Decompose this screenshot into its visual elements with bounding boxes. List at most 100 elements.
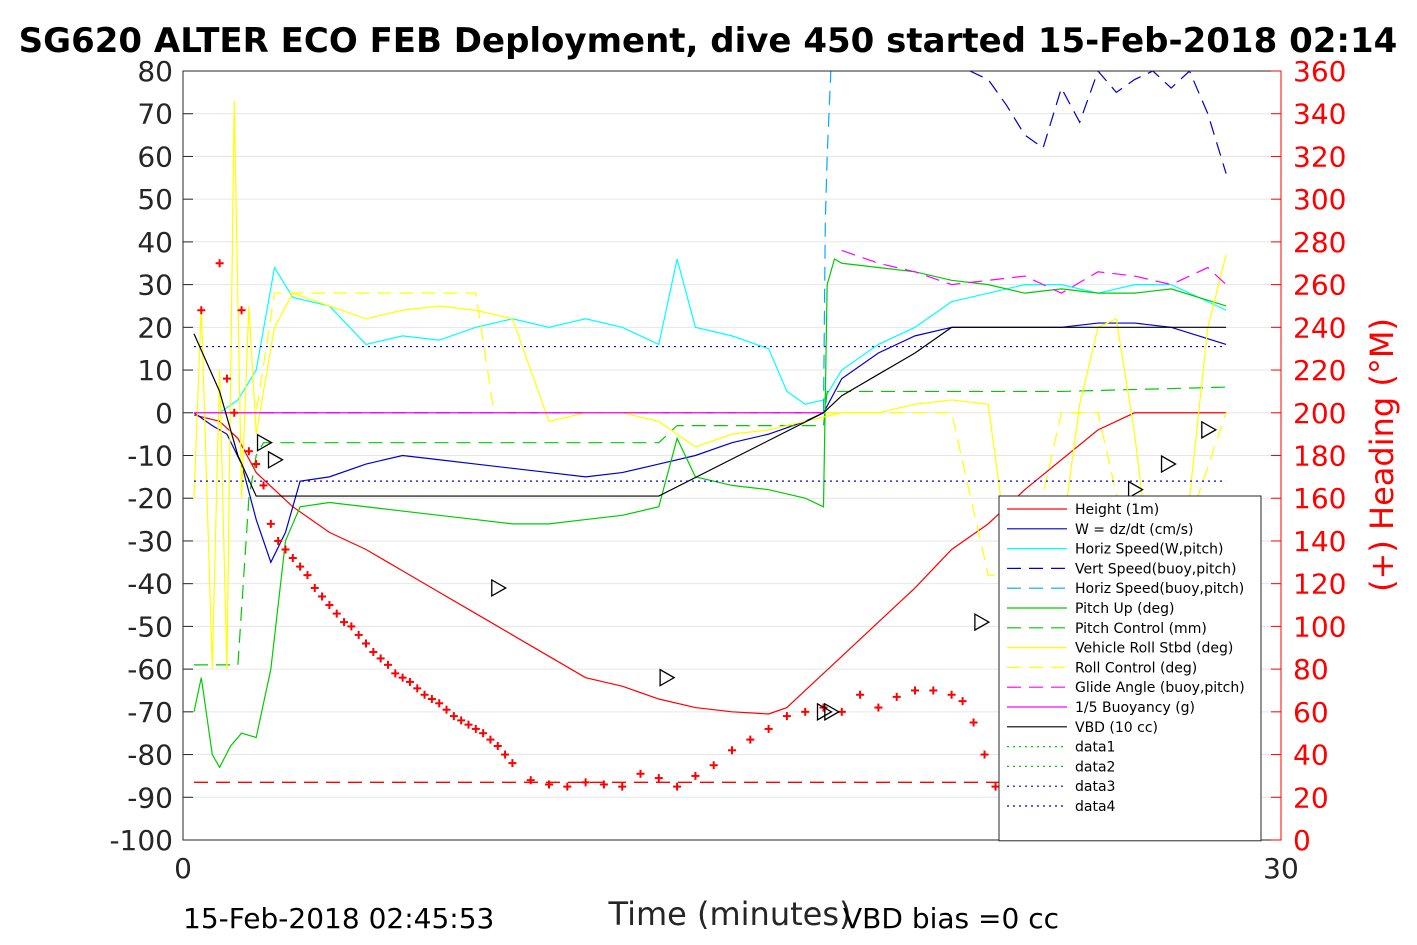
y2-tick-label: 140: [1293, 525, 1346, 558]
heading-point: [599, 780, 608, 789]
heading-point: [354, 630, 363, 639]
legend-box: [998, 495, 1262, 842]
heading-point: [618, 782, 627, 791]
depth-marker: [824, 702, 841, 721]
heading-point: [980, 750, 989, 759]
y2-tick-label: 300: [1293, 183, 1346, 216]
heading-point: [545, 780, 553, 789]
y-tick-label: -10: [127, 440, 173, 473]
legend-label: Pitch Up (deg): [1075, 601, 1174, 617]
heading-point: [252, 460, 261, 469]
heading-point: [325, 601, 334, 610]
depth-marker: [491, 578, 508, 598]
heading-point: [230, 408, 239, 417]
chart-title: SG620 ALTER ECO FEB Deployment, dive 450…: [19, 21, 1398, 61]
legend-label: Vehicle Roll Stbd (deg): [1075, 641, 1233, 657]
series-height-1m: [193, 412, 1227, 715]
y-tick-label: -60: [127, 653, 173, 686]
y-tick-label: -50: [127, 610, 173, 643]
y2-tick-label: 100: [1293, 610, 1346, 643]
y-tick-label: -30: [127, 525, 173, 558]
y2-tick-label: 20: [1293, 781, 1329, 814]
legend-label: VBD (10 cc): [1075, 720, 1158, 736]
legend-label: Height (1m): [1075, 502, 1159, 518]
heading-point: [340, 618, 349, 627]
heading-point: [563, 782, 572, 791]
depth-marker: [1201, 420, 1218, 439]
y2-tick-label: 80: [1293, 653, 1329, 686]
legend-label: data3: [1075, 779, 1115, 795]
y2-tick-label: 0: [1293, 824, 1311, 857]
heading-point: [420, 690, 429, 699]
heading-point: [654, 774, 663, 783]
heading-point: [266, 519, 275, 528]
heading-point: [405, 677, 414, 686]
depth-marker: [1127, 480, 1144, 499]
heading-point: [874, 703, 883, 712]
heading-point: [222, 374, 231, 383]
y2-tick-label: 200: [1293, 397, 1346, 430]
heading-point: [369, 648, 378, 657]
legend-label: Roll Control (deg): [1075, 660, 1197, 676]
x-axis-label: Time (minutes): [608, 895, 852, 933]
heading-point: [801, 707, 810, 716]
legend-label: data2: [1075, 759, 1115, 775]
heading-point: [215, 259, 224, 268]
legend-label: W = dz/dt (cm/s): [1075, 522, 1194, 538]
heading-point: [911, 686, 919, 695]
legend-label: Pitch Control (mm): [1075, 621, 1207, 637]
heading-point: [347, 622, 356, 631]
heading-point: [237, 306, 246, 315]
legend-label: Glide Angle (buoy,pitch): [1075, 680, 1245, 696]
heading-point: [376, 654, 385, 663]
y-tick-label: 60: [137, 140, 173, 173]
legend-label: Horiz Speed(buoy,pitch): [1075, 581, 1244, 597]
heading-point: [259, 481, 268, 490]
heading-point: [782, 712, 791, 721]
heading-point: [673, 782, 682, 791]
axes-frame: [182, 70, 1282, 841]
legend-label: 1/5 Buoyancy (g): [1075, 700, 1195, 716]
heading-point: [764, 724, 773, 733]
heading-point: [274, 536, 283, 545]
heading-point: [197, 306, 206, 315]
heading-point: [493, 742, 502, 751]
heading-point: [581, 778, 590, 787]
heading-point: [383, 660, 392, 669]
depth-marker: [256, 433, 273, 452]
legend-label: data4: [1075, 799, 1116, 815]
y2-tick-label: 360: [1293, 55, 1346, 88]
heading-point: [969, 718, 978, 727]
legend: Height (1m) W = dz/dt (cm/s) Horiz Speed(W…: [998, 495, 1262, 842]
heading-point: [464, 720, 473, 729]
heading-point: [508, 759, 517, 768]
series-horiz-speed-buoy-pitch: [822, 71, 832, 413]
heading-point: [332, 609, 341, 618]
heading-point: [501, 750, 510, 759]
y-tick-label: 10: [137, 354, 173, 387]
y-tick-label: 20: [137, 311, 173, 344]
legend-label: Vert Speed(buoy,pitch): [1075, 561, 1237, 577]
heading-point: [362, 639, 370, 648]
heading-point: [691, 771, 700, 780]
heading-point: [288, 554, 297, 563]
y-tick-label: 50: [137, 183, 173, 216]
y2-tick-label: 320: [1293, 140, 1346, 173]
y2-tick-label: 60: [1293, 696, 1329, 729]
heading-point: [449, 712, 458, 721]
y-tick-label: 70: [137, 98, 173, 131]
heading-point: [442, 705, 451, 714]
heading-point: [526, 776, 535, 785]
heading-point: [391, 669, 400, 678]
y-tick-label: 30: [137, 269, 173, 302]
y2-tick-label: 340: [1293, 98, 1346, 131]
series-vbd-10-cc: [193, 326, 1227, 497]
heading-point: [486, 735, 495, 744]
tick-labels: 80706050403020100-10-20-30-40-50-60-70-8…: [109, 55, 1346, 885]
legend-label: data1: [1075, 740, 1115, 756]
depth-marker: [1160, 454, 1177, 474]
heading-point: [728, 746, 736, 755]
heading-point: [310, 583, 319, 592]
heading-point: [244, 447, 253, 456]
